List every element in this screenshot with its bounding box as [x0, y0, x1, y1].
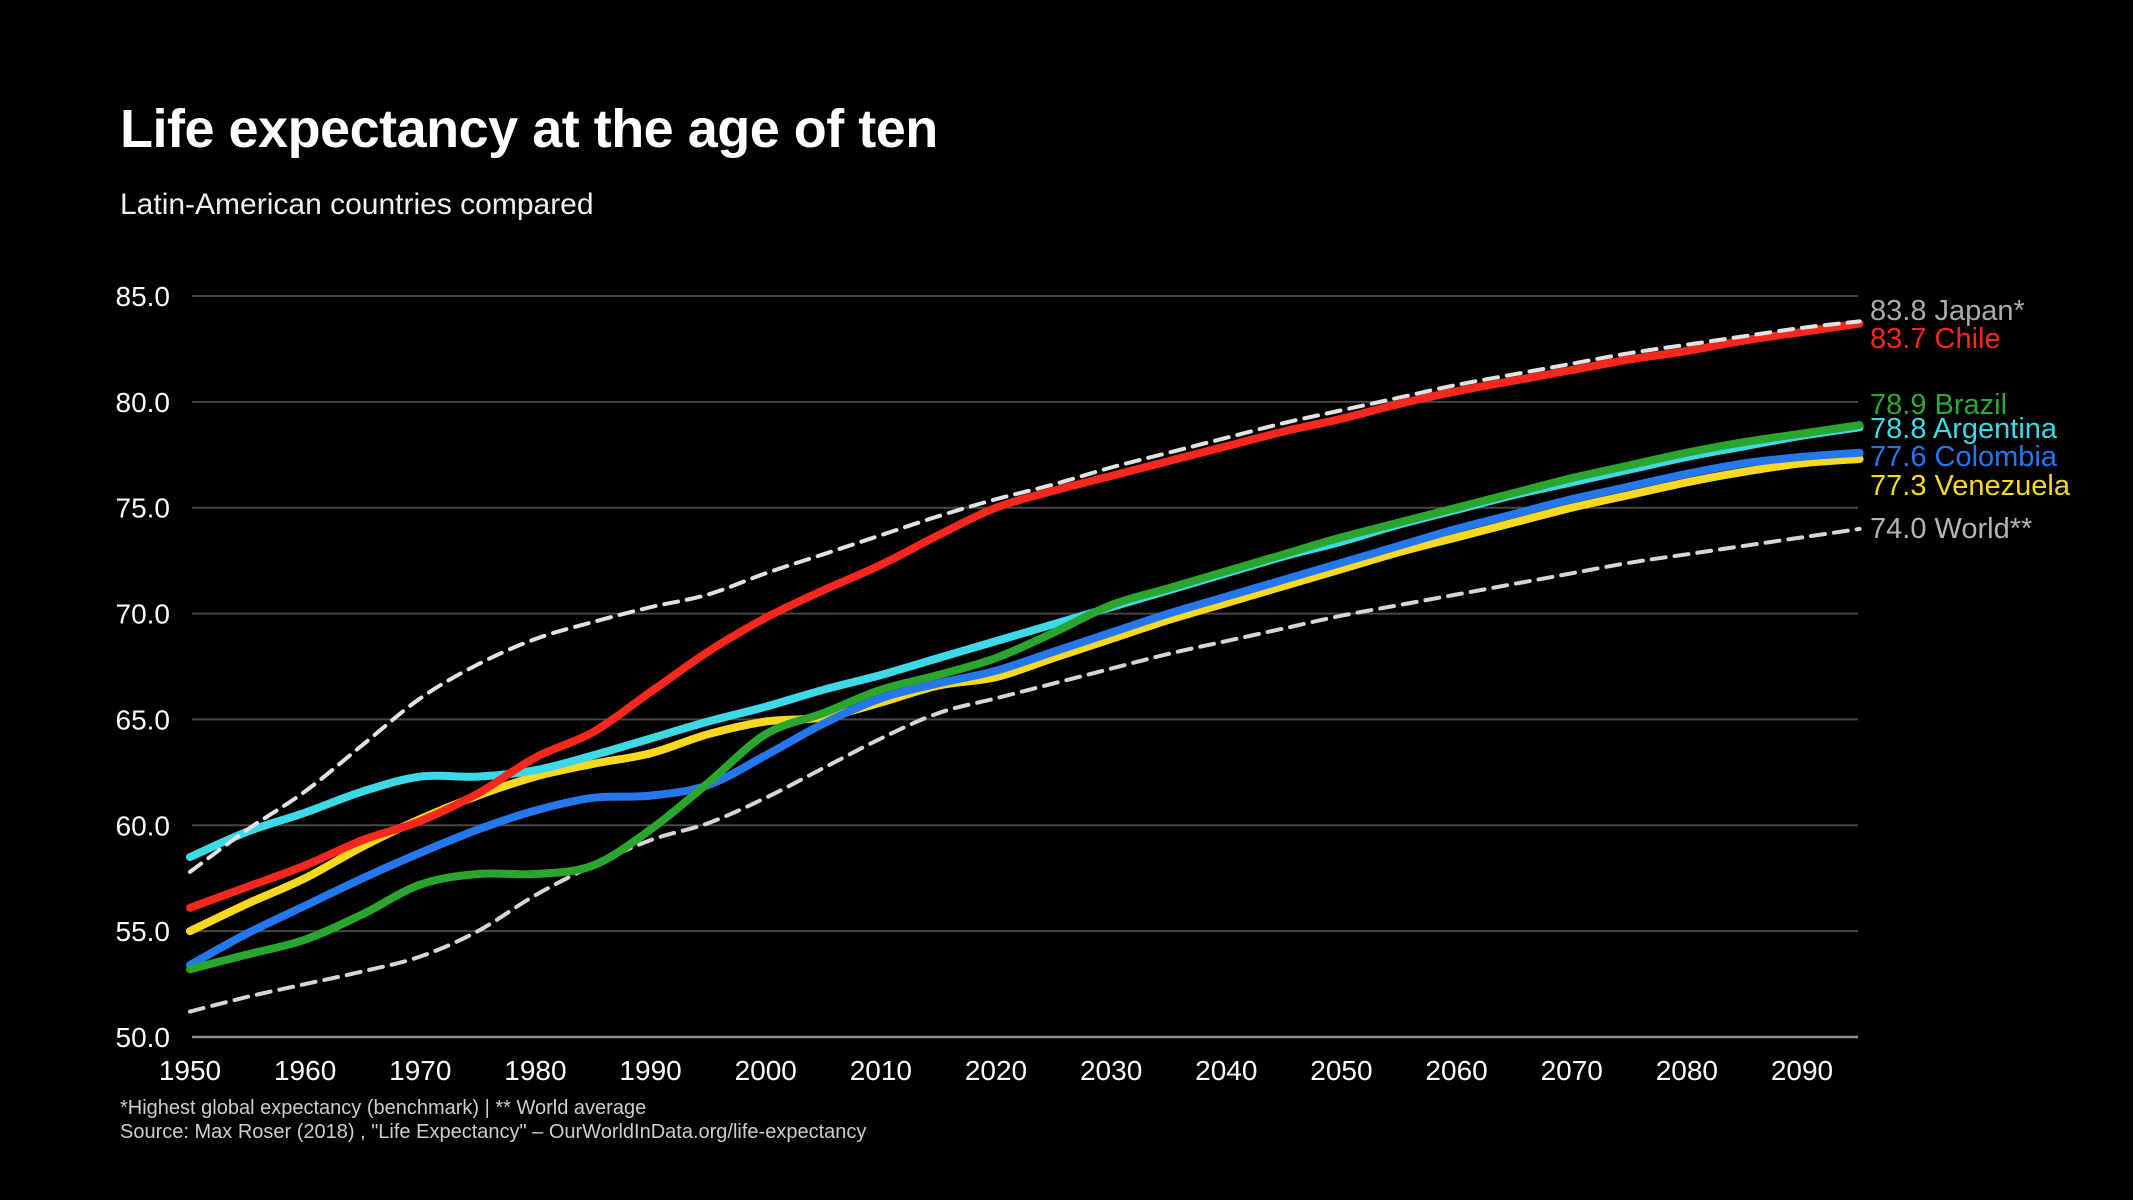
x-tick-label: 2040	[1195, 1055, 1257, 1086]
x-tick-label: 1990	[619, 1055, 681, 1086]
x-tick-label: 2070	[1541, 1055, 1603, 1086]
series-end-label-brazil: 78.9 Brazil	[1870, 389, 2007, 421]
series-line-japan	[188, 319, 1862, 874]
series-line-colombia	[186, 448, 1864, 969]
x-tick-label: 2000	[735, 1055, 797, 1086]
y-tick-label: 75.0	[116, 493, 171, 524]
x-tick-label: 1980	[504, 1055, 566, 1086]
x-tick-label: 2020	[965, 1055, 1027, 1086]
x-tick-label: 2030	[1080, 1055, 1142, 1086]
y-tick-label: 65.0	[116, 704, 171, 735]
series-end-label-venezuela: 77.3 Venezuela	[1870, 470, 2071, 502]
x-tick-label: 2010	[850, 1055, 912, 1086]
y-tick-label: 85.0	[116, 281, 171, 312]
y-tick-label: 80.0	[116, 387, 171, 418]
page-title: Life expectancy at the age of ten	[120, 99, 938, 159]
x-tick-label: 1960	[274, 1055, 336, 1086]
x-tick-label: 2050	[1310, 1055, 1372, 1086]
x-tick-label: 1970	[389, 1055, 451, 1086]
series-line-world	[188, 526, 1862, 1014]
page-subtitle: Latin-American countries compared	[120, 188, 594, 221]
x-tick-label: 2080	[1656, 1055, 1718, 1086]
x-tick-label: 1950	[159, 1055, 221, 1086]
series-line-chile	[186, 319, 1864, 912]
series-end-label-japan: 83.8 Japan*	[1870, 295, 2025, 327]
series-end-label-colombia: 77.6 Colombia	[1870, 441, 2058, 473]
series-line-brazil	[186, 421, 1864, 974]
series-end-label-chile: 83.7 Chile	[1870, 323, 2001, 355]
footnote-benchmark: *Highest global expectancy (benchmark) |…	[120, 1097, 647, 1119]
series-end-label-argentina: 78.8 Argentina	[1870, 413, 2058, 445]
footnote-source: Source: Max Roser (2018) , "Life Expecta…	[120, 1121, 867, 1143]
x-tick-label: 2090	[1771, 1055, 1833, 1086]
series-end-label-world: 74.0 World**	[1870, 513, 2032, 545]
y-tick-label: 50.0	[116, 1022, 171, 1053]
y-tick-label: 60.0	[116, 810, 171, 841]
series-line-argentina	[186, 423, 1864, 861]
footnotes: *Highest global expectancy (benchmark) |…	[120, 1096, 866, 1144]
series-line-venezuela	[186, 455, 1864, 936]
y-tick-label: 55.0	[116, 916, 171, 947]
y-tick-label: 70.0	[116, 599, 171, 630]
x-tick-label: 2060	[1425, 1055, 1487, 1086]
